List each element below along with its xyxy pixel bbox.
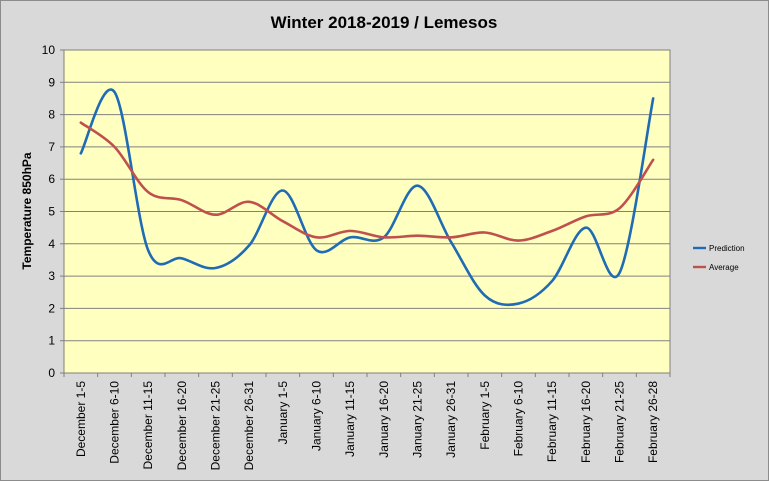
legend-label-average: Average <box>709 263 739 272</box>
y-tick-label: 4 <box>48 237 55 251</box>
data-point-average <box>113 146 115 148</box>
x-tick-label: January 21-25 <box>411 381 425 458</box>
x-tick-label: February 6-10 <box>512 381 526 457</box>
x-tick-label: February 11-15 <box>545 381 559 462</box>
data-point-prediction <box>181 257 183 259</box>
y-axis-label: Temperature 850hPa <box>20 152 34 269</box>
data-point-prediction <box>349 236 351 238</box>
data-point-average <box>248 201 250 203</box>
data-point-prediction <box>282 189 284 191</box>
x-tick-label: December 1-5 <box>74 381 88 457</box>
data-point-average <box>585 215 587 217</box>
data-point-average <box>450 236 452 238</box>
data-point-prediction <box>80 152 82 154</box>
data-point-average <box>551 230 553 232</box>
y-tick-label: 3 <box>48 269 55 283</box>
x-tick-label: February 26-28 <box>646 381 660 463</box>
data-point-prediction <box>113 91 115 93</box>
x-tick-label: December 21-25 <box>209 381 223 471</box>
data-point-average <box>618 207 620 209</box>
y-tick-label: 5 <box>48 205 55 219</box>
series-line-prediction <box>79 88 655 307</box>
x-tick-label: December 11-15 <box>141 381 155 470</box>
x-tick-label: December 26-31 <box>242 381 256 471</box>
chart-title: Winter 2018-2019 / Lemesos <box>271 13 498 32</box>
legend-label-prediction: Prediction <box>709 244 745 253</box>
data-point-prediction <box>315 249 317 251</box>
data-point-average <box>282 220 284 222</box>
series-line-average <box>79 121 655 242</box>
y-tick-label: 6 <box>48 172 55 186</box>
x-tick-label: January 26-31 <box>444 381 458 458</box>
y-tick-label: 7 <box>48 140 55 154</box>
data-point-prediction <box>450 241 452 243</box>
data-point-average <box>147 191 149 193</box>
data-point-average <box>80 121 82 123</box>
y-tick-label: 9 <box>48 75 55 89</box>
data-point-average <box>315 236 317 238</box>
y-tick-label: 8 <box>48 108 55 122</box>
data-point-prediction <box>551 280 553 282</box>
y-tick-label: 10 <box>42 43 56 57</box>
x-tick-label: February 1-5 <box>478 381 492 450</box>
data-point-prediction <box>248 244 250 246</box>
data-point-prediction <box>618 272 620 274</box>
x-tick-label: January 6-10 <box>310 381 324 451</box>
x-tick-label: January 16-20 <box>377 381 391 458</box>
y-tick-label: 1 <box>48 334 55 348</box>
data-point-average <box>484 231 486 233</box>
data-point-average <box>181 199 183 201</box>
x-tick-label: February 16-20 <box>579 381 593 463</box>
data-point-prediction <box>484 294 486 296</box>
data-point-average <box>416 235 418 237</box>
data-point-prediction <box>585 226 587 228</box>
data-point-prediction <box>214 267 216 269</box>
x-tick-label: December 6-10 <box>108 381 122 464</box>
data-point-average <box>349 230 351 232</box>
data-point-prediction <box>147 249 149 251</box>
x-tick-label: February 21-25 <box>613 381 627 463</box>
data-point-prediction <box>416 184 418 186</box>
y-tick-label: 0 <box>48 366 55 380</box>
data-point-prediction <box>652 97 654 99</box>
x-tick-label: January 1-5 <box>276 381 290 445</box>
data-point-average <box>383 236 385 238</box>
y-tick-label: 2 <box>48 301 55 315</box>
x-tick-label: January 11-15 <box>343 381 357 457</box>
data-point-average <box>517 239 519 241</box>
data-point-average <box>214 214 216 216</box>
data-point-average <box>652 159 654 161</box>
data-point-prediction <box>517 302 519 304</box>
x-tick-label: December 16-20 <box>175 381 189 471</box>
